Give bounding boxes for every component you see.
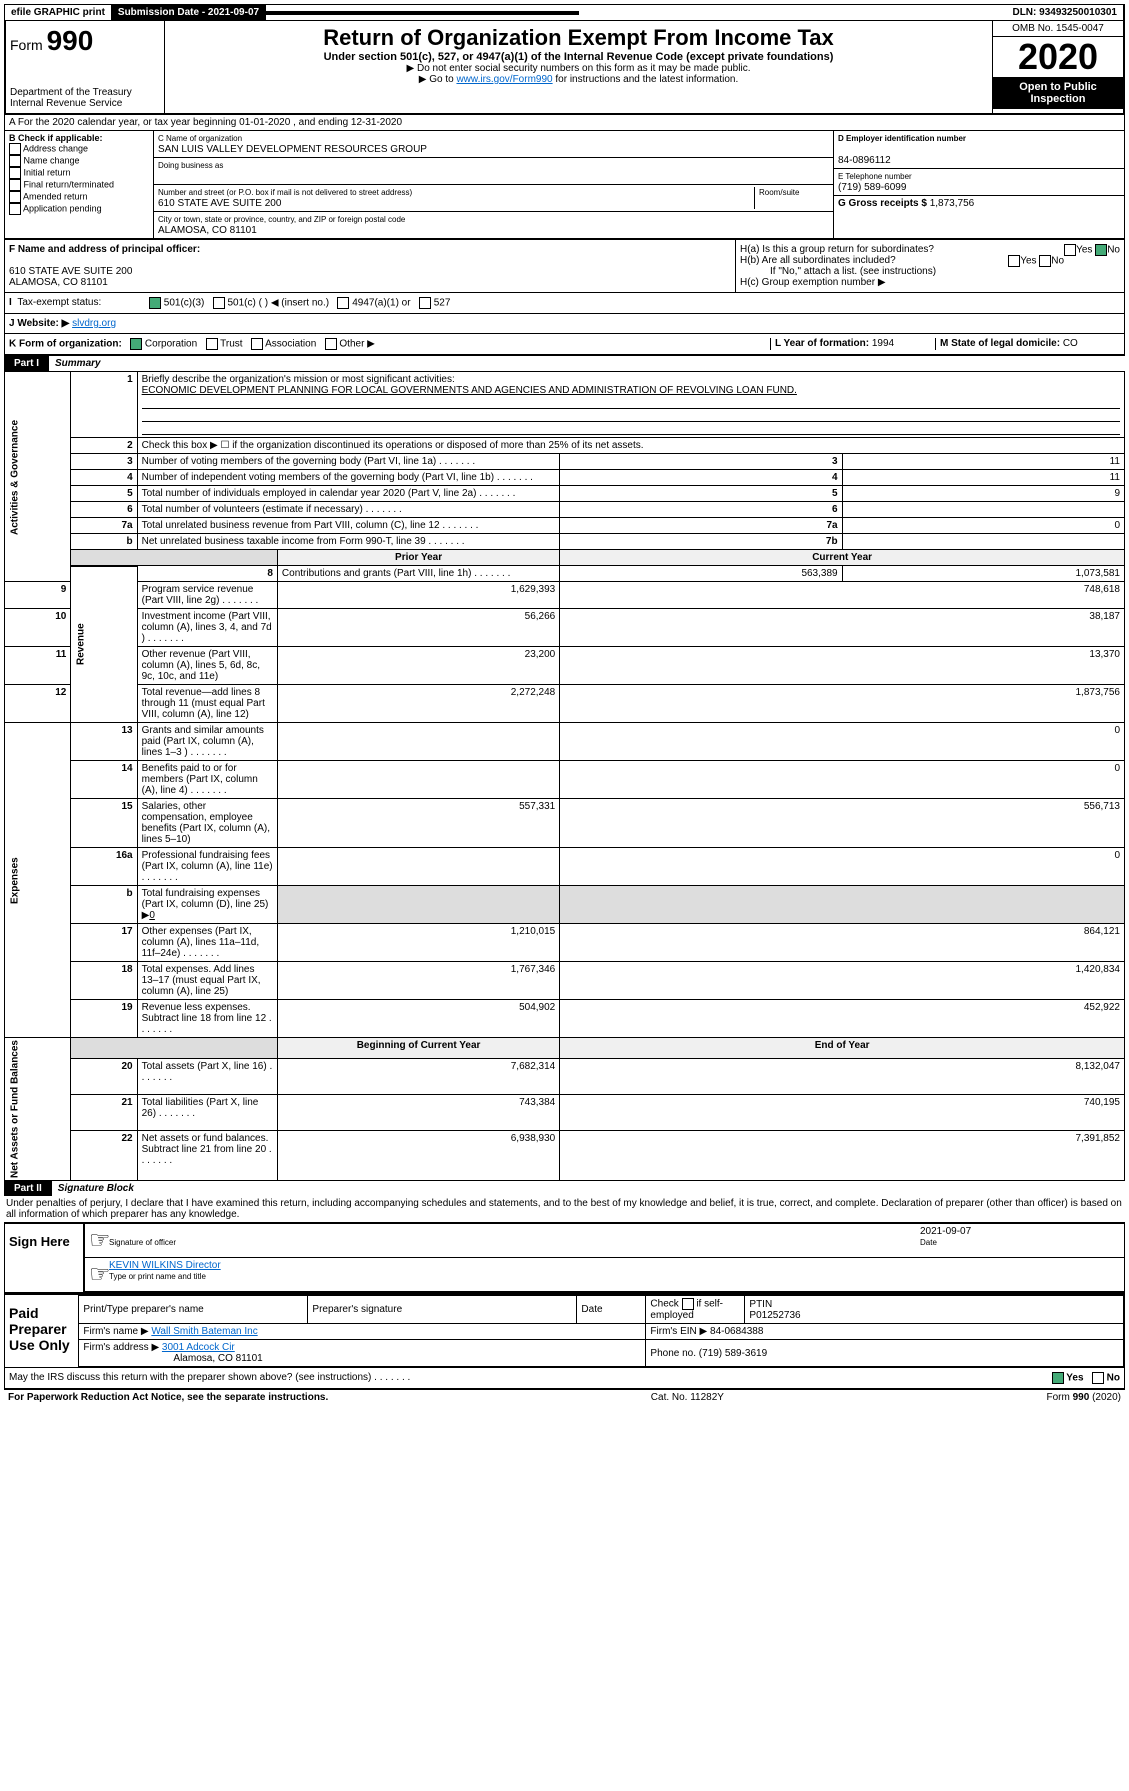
k-form-row: K Form of organization: Corporation Trus… bbox=[4, 334, 1125, 356]
line5-value: 9 bbox=[842, 486, 1124, 502]
name-change-checkbox[interactable] bbox=[9, 155, 21, 167]
form-subtitle: Under section 501(c), 527, or 4947(a)(1)… bbox=[169, 51, 988, 63]
ein: 84-0896112 bbox=[838, 155, 891, 166]
form-title: Return of Organization Exempt From Incom… bbox=[169, 25, 988, 51]
discuss-yes-checkbox[interactable] bbox=[1052, 1372, 1064, 1384]
governance-side-label: Activities & Governance bbox=[5, 372, 71, 582]
address-change-checkbox[interactable] bbox=[9, 143, 21, 155]
state-domicile: CO bbox=[1063, 338, 1078, 349]
officer-name-link[interactable]: KEVIN WILKINS Director bbox=[109, 1260, 221, 1271]
efile-label[interactable]: efile GRAPHIC print bbox=[5, 5, 112, 20]
sign-here-section: Sign Here ☞ Signature of officer 2021-09… bbox=[4, 1222, 1125, 1293]
blank-button bbox=[266, 11, 579, 15]
firm-ein: 84-0684388 bbox=[710, 1326, 763, 1337]
corporation-checkbox[interactable] bbox=[130, 338, 142, 350]
col-d-ein-tel: D Employer identification number84-08961… bbox=[834, 131, 1124, 238]
application-pending-checkbox[interactable] bbox=[9, 203, 21, 215]
col-c-org-info: C Name of organization SAN LUIS VALLEY D… bbox=[153, 131, 834, 238]
line4-value: 11 bbox=[842, 470, 1124, 486]
sign-date: 2021-09-07 bbox=[920, 1226, 971, 1237]
submission-date-button[interactable]: Submission Date - 2021-09-07 bbox=[112, 5, 266, 20]
ptin: P01252736 bbox=[749, 1310, 800, 1321]
instruction-1: ▶ Do not enter social security numbers o… bbox=[169, 63, 988, 74]
revenue-side-label: Revenue bbox=[71, 566, 137, 723]
dept-label: Department of the Treasury Internal Reve… bbox=[10, 87, 160, 109]
telephone: (719) 589-6099 bbox=[838, 182, 906, 193]
tax-exempt-row: I Tax-exempt status: 501(c)(3) 501(c) ( … bbox=[4, 293, 1125, 314]
summary-table: Activities & Governance 1 Briefly descri… bbox=[4, 371, 1125, 1181]
netassets-side-label: Net Assets or Fund Balances bbox=[5, 1038, 71, 1181]
self-employed-checkbox[interactable] bbox=[682, 1298, 694, 1310]
firm-phone: (719) 589-3619 bbox=[699, 1348, 767, 1359]
line7a-value: 0 bbox=[842, 518, 1124, 534]
omb-number: OMB No. 1545-0047 bbox=[993, 21, 1123, 37]
col-f-officer: F Name and address of principal officer:… bbox=[5, 240, 736, 292]
year-formation: 1994 bbox=[872, 338, 894, 349]
ha-yes-checkbox[interactable] bbox=[1064, 244, 1076, 256]
street-address: 610 STATE AVE SUITE 200 bbox=[158, 198, 281, 209]
hb-yes-checkbox[interactable] bbox=[1008, 255, 1020, 267]
inspection-label: Open to Public Inspection bbox=[993, 77, 1123, 109]
top-bar: efile GRAPHIC print Submission Date - 20… bbox=[4, 4, 1125, 21]
firm-address-link[interactable]: 3001 Adcock Cir bbox=[162, 1342, 235, 1353]
irs-link[interactable]: www.irs.gov/Form990 bbox=[456, 74, 552, 85]
dln-label: DLN: 93493250010301 bbox=[1006, 5, 1124, 20]
city-state-zip: ALAMOSA, CO 81101 bbox=[158, 225, 257, 236]
hb-no-checkbox[interactable] bbox=[1039, 255, 1051, 267]
website-link[interactable]: slvdrg.org bbox=[72, 318, 116, 329]
final-return-checkbox[interactable] bbox=[9, 179, 21, 191]
amended-return-checkbox[interactable] bbox=[9, 191, 21, 203]
form-header: Form 990 Department of the Treasury Inte… bbox=[4, 21, 1125, 115]
instruction-2: ▶ Go to www.irs.gov/Form990 for instruct… bbox=[169, 74, 988, 85]
ha-no-checkbox[interactable] bbox=[1095, 244, 1107, 256]
section-bcd: B Check if applicable: Address change Na… bbox=[4, 131, 1125, 240]
mission-text: ECONOMIC DEVELOPMENT PLANNING FOR LOCAL … bbox=[142, 385, 797, 396]
firm-name-link[interactable]: Wall Smith Bateman Inc bbox=[151, 1326, 257, 1337]
website-row: J Website: ▶ slvdrg.org bbox=[4, 314, 1125, 334]
discuss-row: May the IRS discuss this return with the… bbox=[4, 1368, 1125, 1389]
expenses-side-label: Expenses bbox=[5, 723, 71, 1038]
tax-year: 2020 bbox=[993, 37, 1123, 77]
col-h-group: H(a) Is this a group return for subordin… bbox=[736, 240, 1124, 292]
page-footer: For Paperwork Reduction Act Notice, see … bbox=[4, 1389, 1125, 1405]
paid-preparer-section: Paid Preparer Use Only Print/Type prepar… bbox=[4, 1293, 1125, 1368]
line3-value: 11 bbox=[842, 454, 1124, 470]
col-b-checkboxes: B Check if applicable: Address change Na… bbox=[5, 131, 153, 238]
form-number: Form 990 bbox=[10, 25, 160, 57]
part2-header: Part IISignature Block bbox=[4, 1181, 1125, 1196]
gross-receipts: 1,873,756 bbox=[930, 198, 975, 209]
part1-header: Part ISummary bbox=[4, 356, 1125, 371]
section-fh: F Name and address of principal officer:… bbox=[4, 240, 1125, 293]
line8-prior: 563,389 bbox=[560, 566, 842, 582]
initial-return-checkbox[interactable] bbox=[9, 167, 21, 179]
501c3-checkbox[interactable] bbox=[149, 297, 161, 309]
line8-current: 1,073,581 bbox=[842, 566, 1124, 582]
discuss-no-checkbox[interactable] bbox=[1092, 1372, 1104, 1384]
perjury-statement: Under penalties of perjury, I declare th… bbox=[4, 1196, 1125, 1222]
org-name: SAN LUIS VALLEY DEVELOPMENT RESOURCES GR… bbox=[158, 144, 427, 155]
row-a-tax-year: A For the 2020 calendar year, or tax yea… bbox=[4, 115, 1125, 131]
